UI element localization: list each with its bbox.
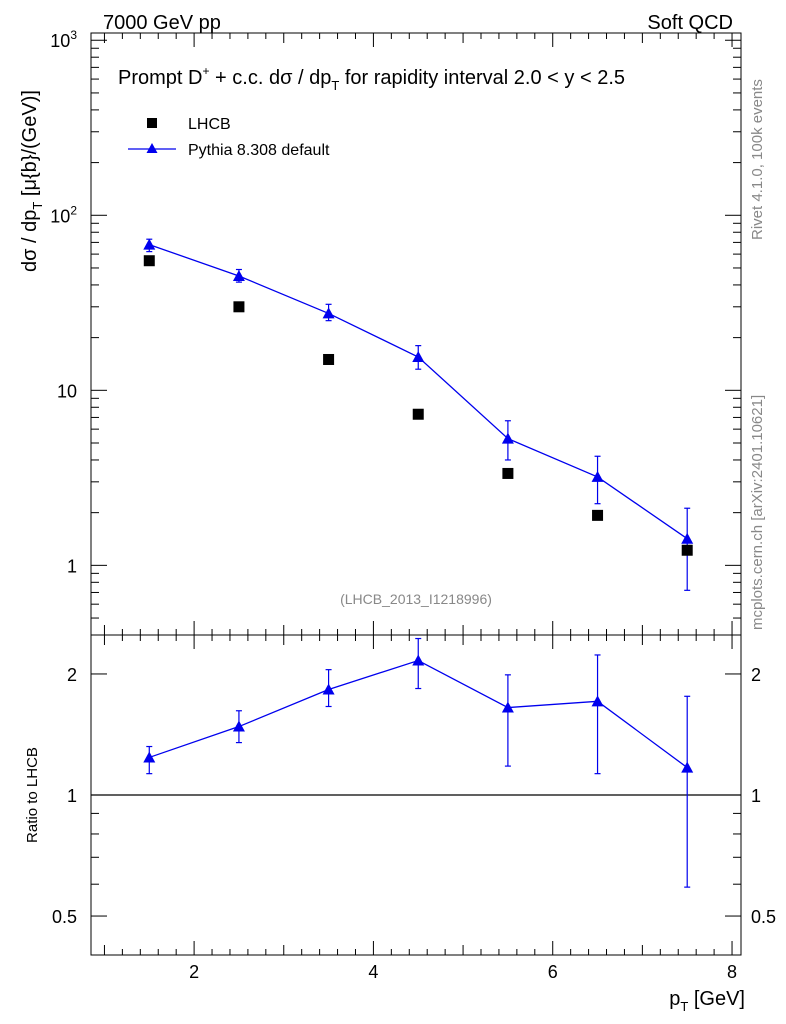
main-y-tick-exponent: 3	[70, 28, 77, 42]
data-point	[412, 408, 424, 420]
mc-point	[232, 269, 245, 281]
ratio-point	[412, 654, 425, 666]
data-point	[681, 544, 693, 556]
mc-point	[681, 532, 694, 544]
xlabel-sub: T	[680, 999, 688, 1014]
main-y-tick-label: 10	[57, 381, 77, 401]
data-point	[233, 301, 245, 313]
ratio-point	[232, 720, 245, 732]
ratio-point	[143, 751, 156, 763]
x-tick-label: 6	[548, 962, 558, 982]
title-subscript: T	[331, 78, 339, 93]
legend-data-label: LHCB	[188, 116, 231, 133]
xlabel-units: [GeV]	[688, 988, 745, 1010]
main-y-tick-base: 10	[50, 31, 70, 51]
ratio-point	[322, 683, 335, 695]
header-energy: 7000 GeV pp	[103, 12, 221, 34]
legend: LHCB Pythia 8.308 default	[128, 116, 330, 159]
main-data-marks	[143, 238, 694, 591]
main-y-tick-label: 103	[50, 28, 77, 51]
main-y-tick-label: 1	[67, 556, 77, 576]
title-prefix: Prompt D	[118, 67, 202, 89]
data-point	[502, 467, 514, 479]
data-point	[143, 255, 155, 267]
legend-mc-marker	[146, 143, 158, 153]
analysis-watermark: (LHCB_2013_I1218996)	[340, 591, 492, 607]
title-superscript: +	[202, 64, 209, 78]
main-y-axis-label: dσ / dpT [μ{b}/(GeV)]	[19, 90, 45, 272]
title-suffix: for rapidity interval 2.0 < y < 2.5	[339, 67, 625, 89]
title-middle: + c.c. dσ / dp	[209, 67, 331, 89]
main-ylabel-units: [μ{b}/(GeV)]	[19, 90, 41, 202]
ratio-y-tick-label-right: 1	[751, 786, 761, 806]
ratio-data-marks	[143, 637, 694, 888]
xlabel-main: p	[669, 988, 680, 1010]
ratio-point	[501, 701, 514, 713]
ratio-y-tick-label-left: 2	[67, 665, 77, 685]
data-point	[592, 509, 604, 521]
x-tick-label: 8	[727, 962, 737, 982]
header-category: Soft QCD	[647, 12, 733, 34]
main-y-tick-label: 102	[50, 203, 77, 226]
x-tick-label: 2	[189, 962, 199, 982]
mc-point	[501, 432, 514, 444]
x-tick-label: 4	[368, 962, 378, 982]
main-y-tick-base: 10	[50, 206, 70, 226]
rivet-label: Rivet 4.1.0, 100k events	[749, 79, 766, 240]
ratio-y-tick-label-left: 0.5	[52, 907, 77, 927]
mc-point	[412, 350, 425, 362]
ratio-y-tick-label-right: 0.5	[751, 907, 776, 927]
legend-mc-label: Pythia 8.308 default	[188, 142, 330, 159]
ratio-point	[591, 695, 604, 707]
legend-data-marker	[147, 118, 157, 128]
mc-point	[591, 470, 604, 482]
plot-title: Prompt D+ + c.c. dσ / dpT for rapidity i…	[118, 64, 625, 93]
mcplots-label: mcplots.cern.ch [arXiv:2401.10621]	[749, 395, 766, 630]
ratio-y-axis-label: Ratio to LHCB	[24, 747, 41, 843]
ratio-point	[681, 761, 694, 773]
ratio-y-tick-label-left: 1	[67, 786, 77, 806]
mc-point	[143, 238, 156, 250]
main-ylabel-sub: T	[30, 202, 45, 210]
x-axis-label: pT [GeV]	[669, 988, 745, 1014]
main-ylabel-main: dσ / dp	[19, 210, 41, 272]
ratio-y-tick-label-right: 2	[751, 665, 761, 685]
data-point	[323, 353, 335, 365]
mc-line	[149, 243, 688, 540]
main-y-tick-exponent: 2	[70, 203, 77, 217]
mc-point	[322, 307, 335, 319]
